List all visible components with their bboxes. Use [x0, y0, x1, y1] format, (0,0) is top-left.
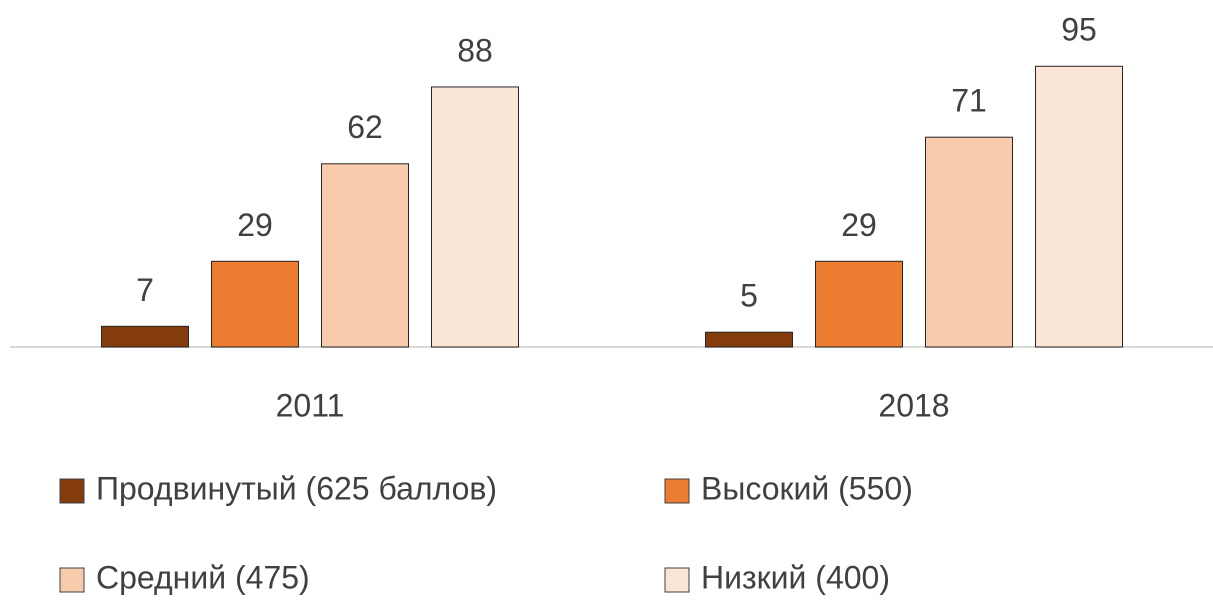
bar [815, 260, 903, 348]
bar [1035, 65, 1123, 348]
value-label: 95 [1061, 12, 1097, 48]
legend-label: Средний (475) [96, 559, 310, 595]
value-label: 62 [347, 109, 383, 145]
x-tick-label: 2011 [276, 387, 345, 423]
legend-label: Продвинутый (625 баллов) [96, 470, 497, 506]
legend-label: Высокий (550) [701, 470, 913, 506]
legend-swatch [59, 567, 85, 593]
bar [431, 86, 519, 348]
value-label: 29 [841, 207, 877, 243]
value-label: 7 [136, 272, 154, 308]
bar [705, 331, 793, 348]
legend-swatch [664, 567, 690, 593]
legend-swatch [59, 478, 85, 504]
legend-label: Низкий (400) [701, 559, 890, 595]
value-label: 29 [237, 207, 273, 243]
bar [101, 325, 189, 348]
bar [211, 260, 299, 348]
value-label: 71 [951, 83, 987, 119]
bar [321, 163, 409, 348]
value-label: 5 [740, 278, 758, 314]
x-tick-label: 2018 [878, 387, 949, 423]
bar [925, 136, 1013, 348]
legend-swatch [664, 478, 690, 504]
value-label: 88 [457, 32, 493, 68]
